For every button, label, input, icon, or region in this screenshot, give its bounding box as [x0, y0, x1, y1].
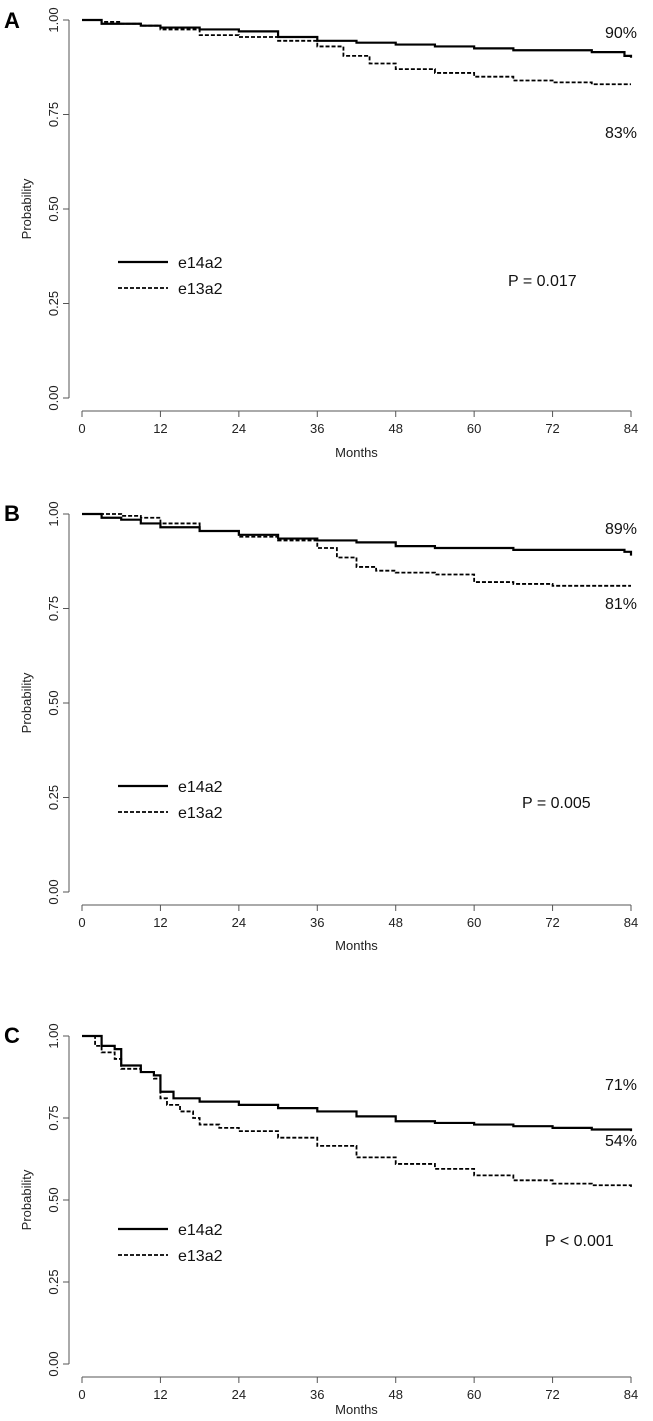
x-tick-label: 36: [310, 915, 324, 930]
series-e13a2-end-label: 54%: [605, 1133, 637, 1150]
p-value-label: P < 0.001: [545, 1233, 614, 1250]
x-tick-label: 60: [467, 421, 481, 436]
series-e14a2-end-label: 71%: [605, 1077, 637, 1094]
series-e14a2-line: [82, 1034, 633, 1132]
y-tick-label: 0.75: [46, 102, 61, 127]
x-tick-label: 72: [545, 915, 559, 930]
legend-label-e13a2: e13a2: [178, 1248, 223, 1265]
x-tick-label: 84: [624, 915, 638, 930]
x-tick-label: 60: [467, 915, 481, 930]
y-tick-label: 0.25: [46, 291, 61, 316]
series-e13a2-line: [82, 19, 631, 86]
y-tick-label: 0.75: [46, 1105, 61, 1130]
y-tick-label: 0.00: [46, 1351, 61, 1376]
x-tick-label: 60: [467, 1387, 481, 1402]
y-tick-label: 0.25: [46, 785, 61, 810]
x-tick-label: 36: [310, 421, 324, 436]
x-tick-label: 84: [624, 421, 638, 436]
x-tick-label: 12: [153, 915, 167, 930]
y-axis-title: Probability: [19, 1169, 34, 1230]
x-tick-label: 12: [153, 421, 167, 436]
panel-letter: A: [4, 8, 20, 33]
legend-label-e14a2: e14a2: [178, 779, 223, 796]
x-axis-title: Months: [335, 1402, 378, 1417]
series-e14a2-end-label: 90%: [605, 25, 637, 42]
y-tick-label: 1.00: [46, 7, 61, 32]
x-tick-label: 72: [545, 1387, 559, 1402]
x-tick-label: 84: [624, 1387, 638, 1402]
legend-label-e13a2: e13a2: [178, 281, 223, 298]
x-tick-label: 72: [545, 421, 559, 436]
legend-label-e14a2: e14a2: [178, 1222, 223, 1239]
p-value-label: P = 0.017: [508, 273, 577, 290]
y-tick-label: 0.50: [46, 690, 61, 715]
x-tick-label: 24: [232, 1387, 246, 1402]
x-tick-label: 36: [310, 1387, 324, 1402]
x-axis-title: Months: [335, 938, 378, 953]
y-tick-label: 0.00: [46, 385, 61, 410]
y-tick-label: 0.50: [46, 196, 61, 221]
x-tick-label: 24: [232, 915, 246, 930]
legend-label-e14a2: e14a2: [178, 255, 223, 272]
panel-letter: C: [4, 1023, 20, 1048]
y-axis-title: Probability: [19, 672, 34, 733]
x-tick-label: 0: [78, 1387, 85, 1402]
series-e13a2-line: [82, 1035, 632, 1187]
panel-b: B 0 12 24 36 48 60 72 84 0.00 0.25 0.50 0.75 1.00 Mont…: [4, 501, 638, 953]
x-tick-label: 48: [388, 915, 402, 930]
y-tick-label: 0.50: [46, 1187, 61, 1212]
y-tick-label: 1.00: [46, 1023, 61, 1048]
x-tick-label: 12: [153, 1387, 167, 1402]
series-e14a2-end-label: 89%: [605, 521, 637, 538]
x-tick-label: 24: [232, 421, 246, 436]
x-tick-label: 0: [78, 915, 85, 930]
x-tick-label: 48: [388, 1387, 402, 1402]
series-e14a2-line: [82, 18, 633, 58]
series-e14a2-line: [82, 512, 633, 556]
x-tick-label: 48: [388, 421, 402, 436]
series-e13a2-end-label: 81%: [605, 596, 637, 613]
panel-letter: B: [4, 501, 20, 526]
y-axis-title: Probability: [19, 178, 34, 239]
p-value-label: P = 0.005: [522, 795, 591, 812]
y-tick-label: 0.75: [46, 596, 61, 621]
legend-label-e13a2: e13a2: [178, 805, 223, 822]
panel-c: C 0 12 24 36 48 60 72 84 0.00 0.25 0.50 0.75 1.00 Mont…: [4, 1023, 638, 1417]
series-e13a2-line: [82, 513, 631, 587]
y-tick-label: 0.25: [46, 1269, 61, 1294]
y-tick-label: 1.00: [46, 501, 61, 526]
x-axis-title: Months: [335, 445, 378, 460]
series-e13a2-end-label: 83%: [605, 125, 637, 142]
y-tick-label: 0.00: [46, 879, 61, 904]
x-tick-label: 0: [78, 421, 85, 436]
panel-a: A 0 12 24 36 48 60 72 84 0.00 0.25 0.50 0.75 1.00 Mont…: [4, 7, 638, 460]
